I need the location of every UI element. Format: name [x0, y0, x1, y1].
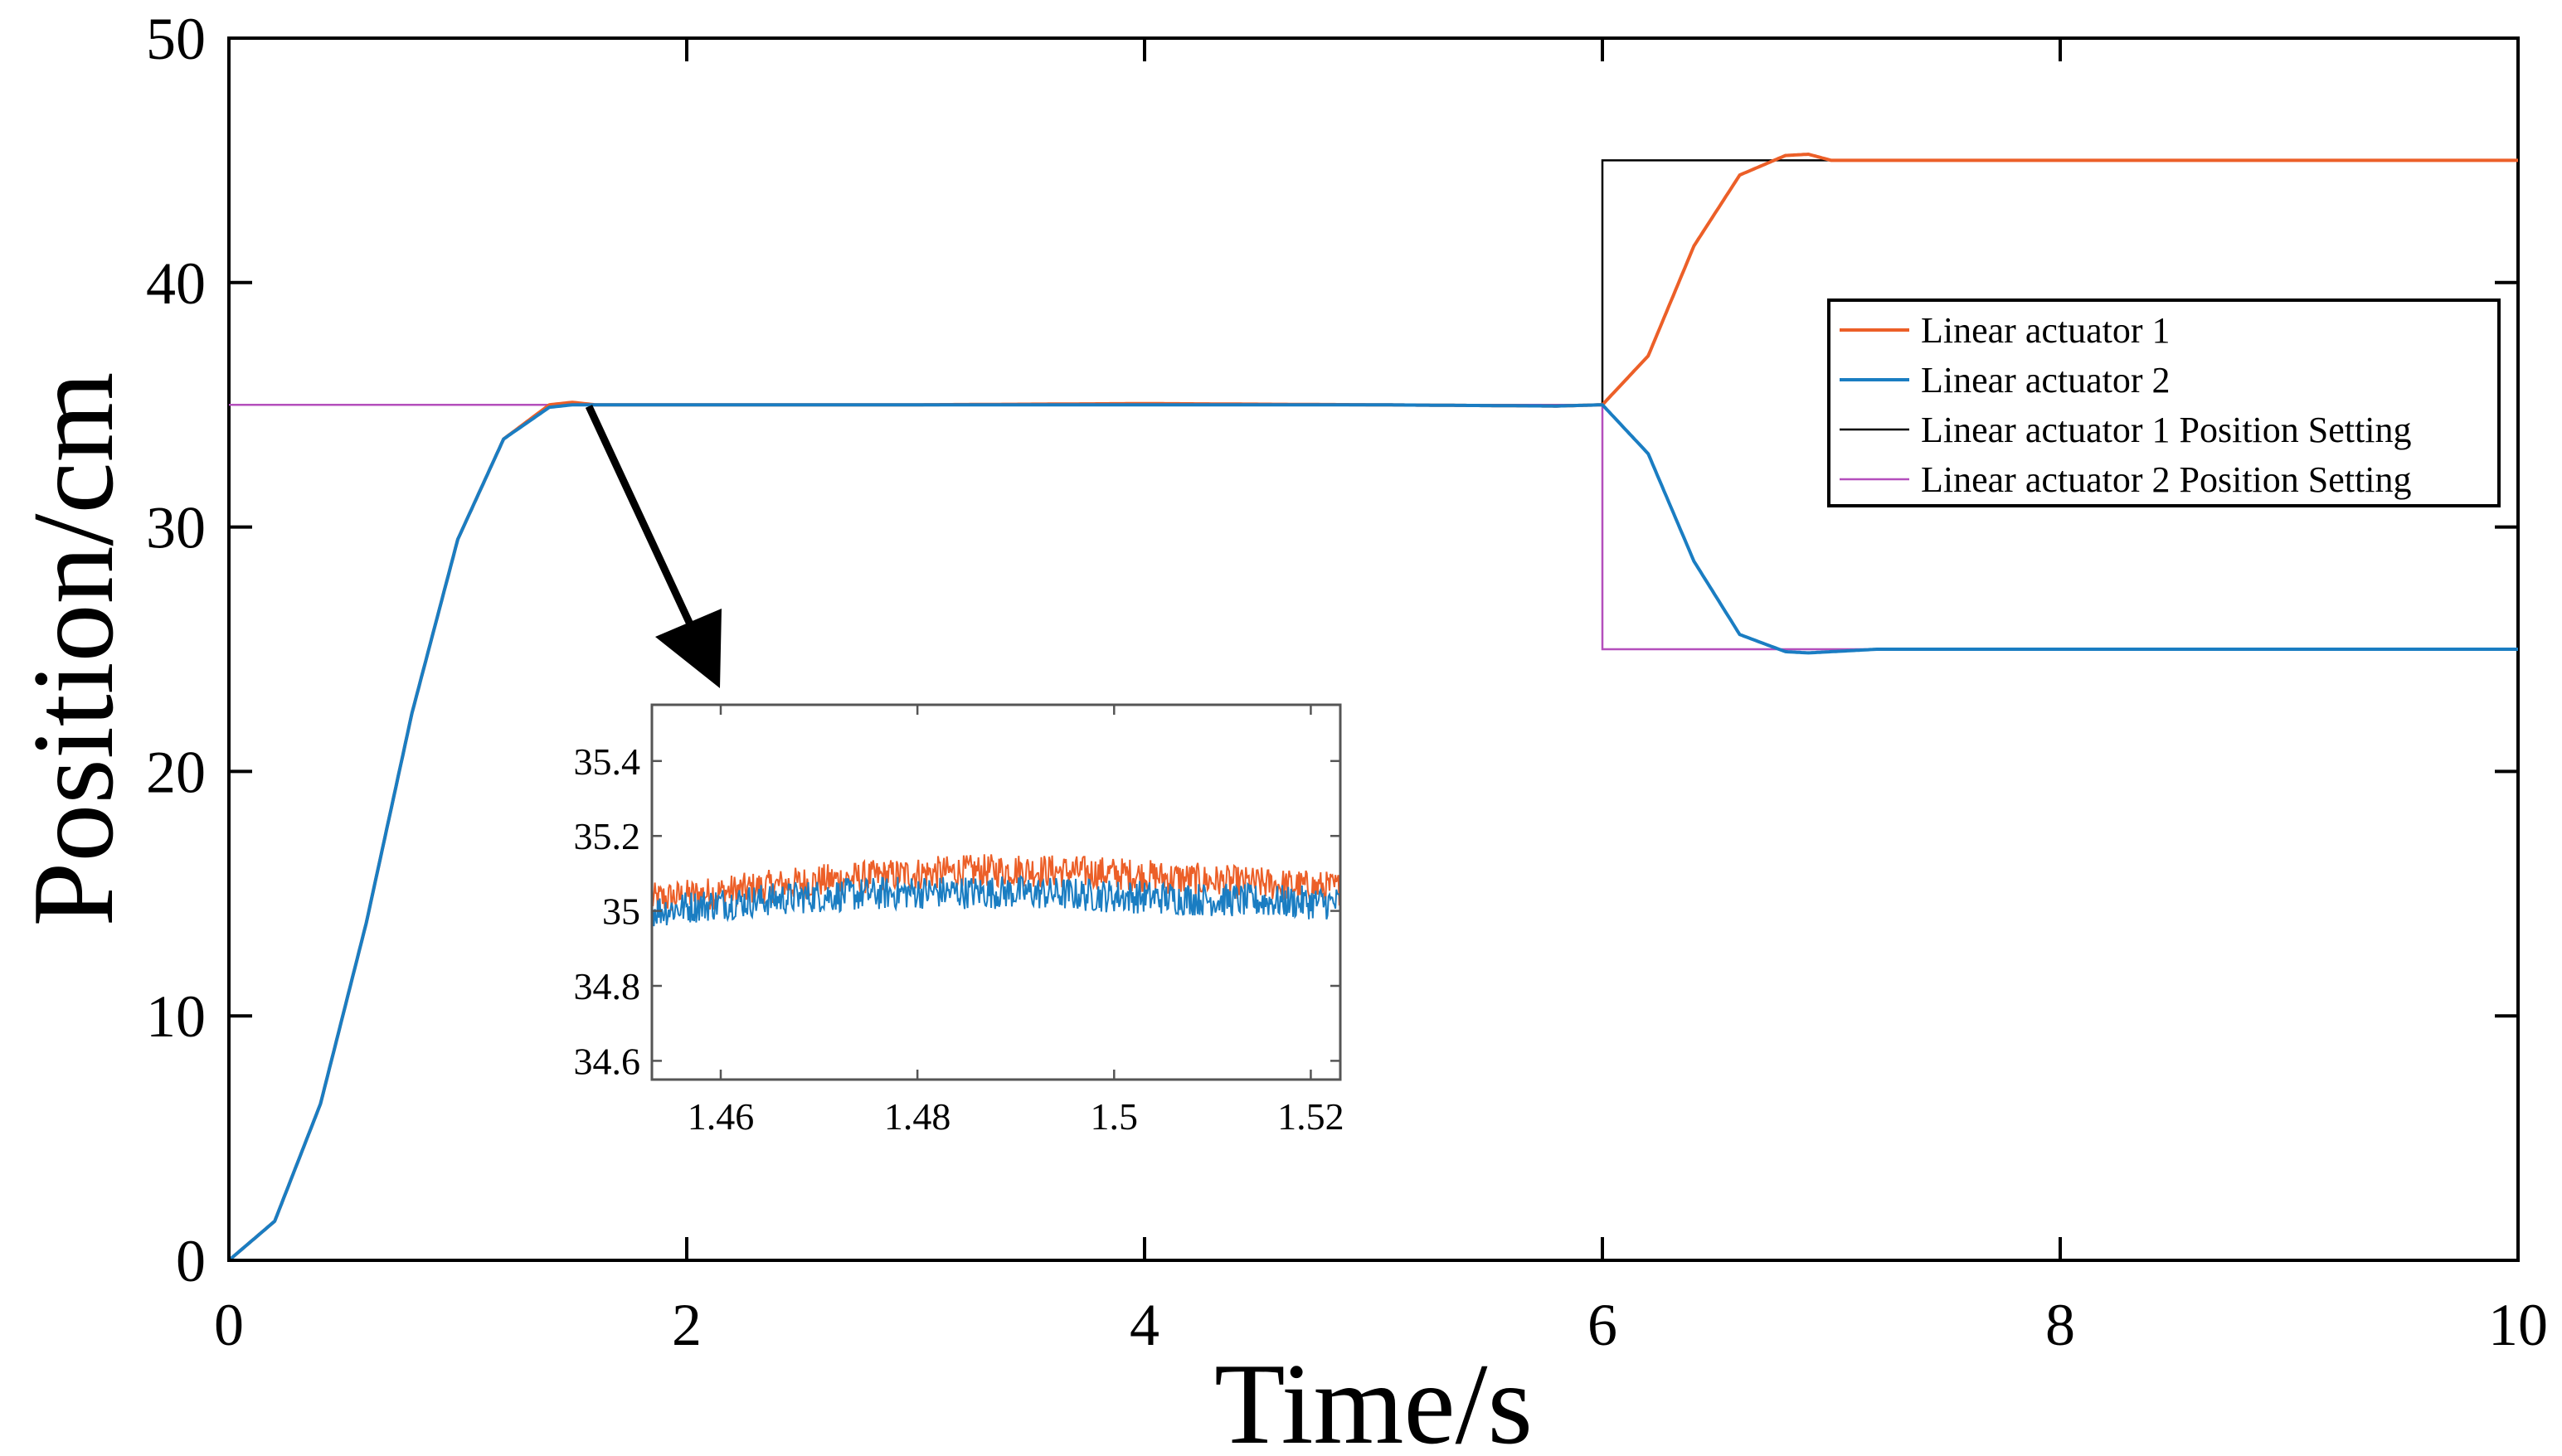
inset-plot: 1.46 1.48 1.5 1.52 34.6 34.8 35 35.2 35.4 — [574, 703, 1344, 1138]
legend-label-a2: Linear actuator 2 — [1921, 360, 2171, 400]
inset-frame — [650, 703, 1342, 1081]
x-axis-ticks: 0 2 4 6 8 10 — [214, 38, 2548, 1358]
inset-y-tick-label: 35 — [602, 891, 640, 933]
inset-y-tick-label: 34.8 — [574, 965, 641, 1007]
x-tick-label: 6 — [1587, 1292, 1617, 1358]
x-tick-label: 10 — [2488, 1292, 2548, 1358]
zoom-arrow — [585, 405, 722, 688]
inset-x-tick-label: 1.52 — [1277, 1095, 1344, 1138]
y-tick-label: 0 — [176, 1228, 206, 1294]
x-tick-label: 4 — [1130, 1292, 1159, 1358]
y-tick-label: 50 — [146, 6, 206, 72]
inset-y-tick-label: 34.6 — [574, 1040, 641, 1082]
series-line-actuator-2 — [227, 403, 2518, 1262]
x-tick-label: 0 — [214, 1292, 244, 1358]
inset-x-axis-ticks: 1.46 1.48 1.5 1.52 — [688, 705, 1344, 1138]
legend-box — [1827, 298, 2501, 507]
inset-y-tick-label: 35.2 — [574, 815, 641, 857]
x-tick-label: 2 — [672, 1292, 702, 1358]
main-plot: 0 2 4 6 8 10 0 10 20 30 40 50 — [146, 6, 2548, 1358]
inset-y-tick-label: 35.4 — [574, 740, 641, 783]
inset-y-axis-ticks: 34.6 34.8 35 35.2 35.4 — [574, 740, 1340, 1082]
legend-label-s2: Linear actuator 2 Position Setting — [1921, 459, 2411, 500]
y-tick-label: 20 — [146, 739, 206, 805]
y-tick-label: 30 — [146, 495, 206, 561]
inset-x-tick-label: 1.46 — [688, 1095, 755, 1138]
legend-label-a1: Linear actuator 1 — [1921, 310, 2171, 351]
inset-series-lines — [651, 854, 1341, 927]
main-series-lines — [227, 153, 2518, 1262]
x-tick-label: 8 — [2045, 1292, 2075, 1358]
inset-series-line-actuator-2 — [651, 874, 1341, 927]
zoom-arrow-shaft — [585, 405, 701, 640]
y-tick-label: 40 — [146, 250, 206, 317]
x-axis-label: Time/s — [1214, 1340, 1533, 1456]
inset-x-tick-label: 1.48 — [884, 1095, 951, 1138]
inset-x-tick-label: 1.5 — [1091, 1095, 1139, 1138]
y-axis-label: Position/cm — [9, 372, 138, 927]
y-tick-label: 10 — [146, 983, 206, 1050]
legend-label-s1: Linear actuator 1 Position Setting — [1921, 410, 2411, 450]
legend-items: Linear actuator 1 Linear actuator 2 Linear… — [1840, 310, 2411, 500]
legend: Linear actuator 1 Linear actuator 2 Linear… — [1827, 298, 2501, 507]
y-axis-ticks: 0 10 20 30 40 50 — [146, 6, 2518, 1294]
zoom-arrow-head — [655, 609, 722, 688]
